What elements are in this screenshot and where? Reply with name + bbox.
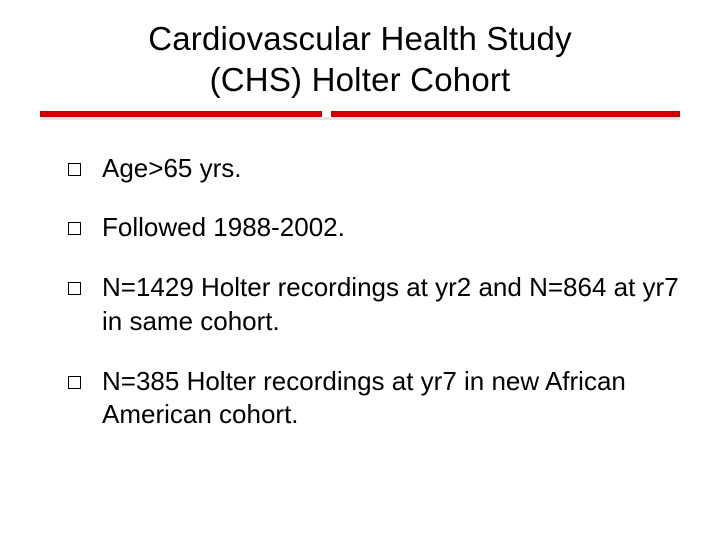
slide-container: Cardiovascular Health Study (CHS) Holter… (0, 0, 720, 540)
title-line-2: (CHS) Holter Cohort (210, 61, 511, 98)
rule-segment-right (331, 111, 680, 117)
title-underline-red (40, 111, 680, 117)
bullet-list: Age>65 yrs. Followed 1988-2002. N=1429 H… (40, 152, 680, 433)
title-line-1: Cardiovascular Health Study (148, 20, 572, 57)
bullet-item: Followed 1988-2002. (68, 211, 680, 245)
bullet-text: N=1429 Holter recordings at yr2 and N=86… (102, 272, 679, 336)
rule-segment-left (40, 111, 322, 117)
title-underline (40, 111, 680, 120)
bullet-text: Followed 1988-2002. (102, 212, 345, 242)
bullet-text: N=385 Holter recordings at yr7 in new Af… (102, 366, 626, 430)
bullet-item: N=385 Holter recordings at yr7 in new Af… (68, 365, 680, 433)
title-underline-shadow (40, 117, 680, 120)
bullet-item: N=1429 Holter recordings at yr2 and N=86… (68, 271, 680, 339)
slide-title: Cardiovascular Health Study (CHS) Holter… (40, 18, 680, 101)
bullet-item: Age>65 yrs. (68, 152, 680, 186)
bullet-text: Age>65 yrs. (102, 153, 241, 183)
